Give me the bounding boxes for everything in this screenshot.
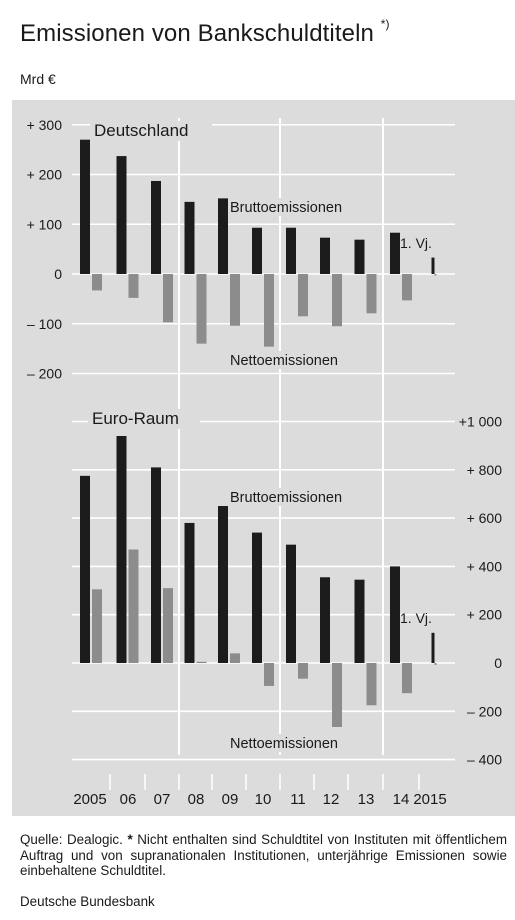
x-tick-label: 09 [222,791,239,808]
y-tick-label: + 200 [27,167,63,183]
y-tick-label: – 200 [467,703,502,719]
annotation-bruttoemissionen: Bruttoemissionen [230,200,342,216]
x-tick-label: 12 [323,791,340,808]
bar-nettoemissionen [163,588,173,663]
footnote-mark: *) [380,17,390,31]
bar-bruttoemissionen [116,435,127,663]
bar-bruttoemissionen [151,180,161,274]
annotation-bg [228,734,366,752]
panel-label: Euro-Raum [92,409,179,428]
bar-nettoemissionen [264,663,274,686]
bar-bruttoemissionen [354,579,365,663]
x-tick-label: 10 [255,791,272,808]
annotation-bg [228,488,374,506]
annotation-bg [228,351,366,369]
y-tick-label: +1 000 [459,414,502,430]
annotation-nettoemissionen: Nettoemissionen [230,353,338,369]
bar-bruttoemissionen [116,156,127,274]
y-tick-label: – 400 [467,752,502,768]
bar-bruttoemissionen [390,232,400,274]
bar-bruttoemissionen [80,139,90,274]
y-tick-label: 0 [494,655,502,671]
bar-bruttoemissionen [390,566,400,663]
publisher-label: Deutsche Bundesbank [20,894,155,909]
bar-bruttoemissionen [218,506,228,663]
chart-panel: + 300 + 200 + 100 0 – 100 – 200 Deutschland Bru… [12,100,515,816]
y-tick-label: – 100 [27,316,62,332]
annotation-bg [228,198,374,216]
x-tick-label: 08 [188,791,205,808]
bar-nettoemissionen [196,274,207,344]
chart-title: Emissionen von Bankschuldtiteln *) [20,17,390,48]
bar-nettoemissionen [264,274,274,347]
bar-nettoemissionen [128,549,139,663]
chart-title-text: Emissionen von Bankschuldtiteln [20,20,374,47]
footnote-star: * [127,832,133,847]
y-tick-label: + 300 [27,117,63,133]
source-footnote: Nicht enthalten sind Schuldtitel von Ins… [20,832,507,878]
bar-nettoemissionen [230,274,240,326]
panel-label-bg [90,121,212,141]
y-tick-label: + 600 [467,510,503,526]
bar-bruttoemissionen [286,544,296,663]
x-tick-label: 13 [358,791,375,808]
y-tick-label: + 800 [467,462,503,478]
x-tick-label: 2015 [413,791,446,808]
y-tick-label: – 200 [27,366,62,382]
bar-bruttoemissionen [431,257,435,274]
bar-bruttoemissionen [431,632,435,663]
bar-nettoemissionen [298,663,308,679]
bar-nettoemissionen [332,274,342,327]
bar-nettoemissionen [366,274,377,314]
annotation-1-vj: 1. Vj. [400,610,432,626]
bar-nettoemissionen [402,274,412,301]
bar-bruttoemissionen [286,227,296,274]
bar-bruttoemissionen [184,201,195,274]
bar-nettoemissionen [434,663,437,665]
source-panel: Quelle: Dealogic. * Nicht enthalten sind… [12,816,515,920]
unit-label: Mrd € [20,71,56,87]
bar-nettoemissionen [230,653,240,663]
bar-nettoemissionen [402,663,412,694]
y-tick-label: + 100 [27,216,63,232]
y-tick-label: + 200 [467,607,503,623]
bar-bruttoemissionen [320,577,330,663]
x-tick-label: 07 [154,791,171,808]
bar-nettoemissionen [128,274,139,298]
bar-bruttoemissionen [252,532,262,663]
annotation-1-vj: 1. Vj. [400,235,432,251]
source-note: Quelle: Dealogic. * Nicht enthalten sind… [20,832,507,879]
x-tick-label: 2005 [73,791,106,808]
source-prefix: Quelle: Dealogic. [20,832,123,847]
panel-label-bg [88,409,200,429]
bar-nettoemissionen [92,274,102,291]
bar-nettoemissionen [298,274,308,317]
bar-bruttoemissionen [218,198,228,274]
bar-bruttoemissionen [354,239,365,274]
bar-bruttoemissionen [320,237,330,274]
x-tick-label: 11 [290,791,306,808]
bar-nettoemissionen [92,589,102,663]
chart-svg: + 300 + 200 + 100 0 – 100 – 200 Deutschland Bru… [27,117,503,808]
annotation-nettoemissionen: Nettoemissionen [230,736,338,752]
bar-bruttoemissionen [80,475,90,663]
bar-nettoemissionen [434,274,437,276]
y-tick-label: 0 [54,266,62,282]
annotation-bruttoemissionen: Bruttoemissionen [230,490,342,506]
panel-label: Deutschland [94,121,189,140]
bar-nettoemissionen [196,661,207,663]
bar-nettoemissionen [332,663,342,727]
bar-bruttoemissionen [151,467,161,663]
y-tick-label: + 400 [467,558,503,574]
x-tick-label: 14 [393,791,410,808]
bar-nettoemissionen [163,274,173,323]
x-tick-label: 06 [120,791,137,808]
bar-nettoemissionen [366,663,377,706]
bar-bruttoemissionen [184,522,195,663]
bar-bruttoemissionen [252,227,262,274]
